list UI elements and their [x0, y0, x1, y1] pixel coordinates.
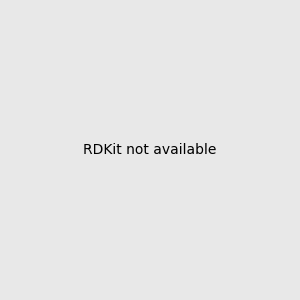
Text: RDKit not available: RDKit not available: [83, 143, 217, 157]
